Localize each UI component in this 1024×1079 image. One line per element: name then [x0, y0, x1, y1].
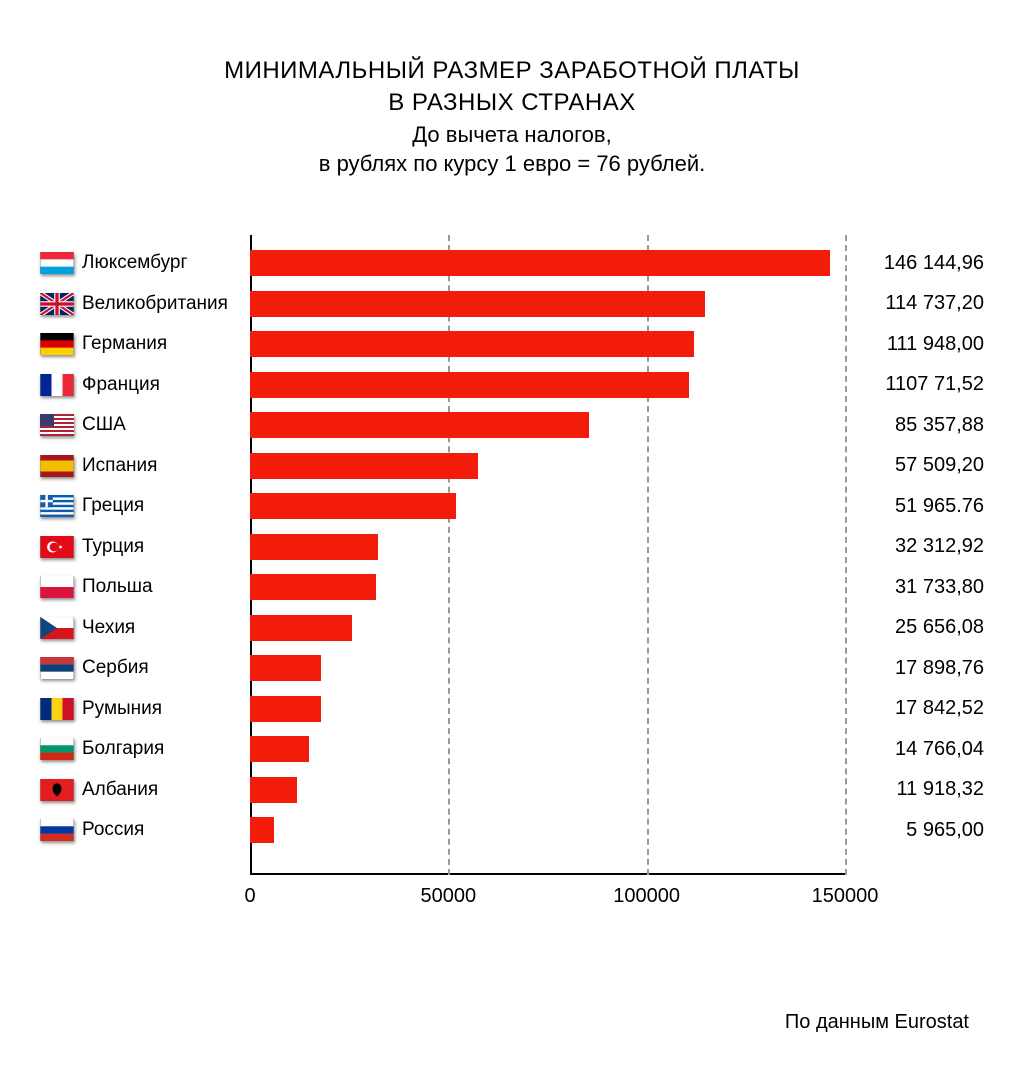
chart-area: 0 50000 100000 150000 Люксембург 146 144,96 В…: [40, 235, 984, 935]
subtitle-line-2: в рублях по курсу 1 евро = 76 рублей.: [0, 149, 1024, 179]
flag-icon: [40, 414, 74, 436]
flag-icon: [40, 455, 74, 477]
x-axis: [250, 873, 845, 875]
flag-icon: [40, 738, 74, 760]
bar: [250, 777, 297, 803]
x-tick-label: 0: [244, 885, 255, 908]
flag-icon: [40, 293, 74, 315]
country-row: Румыния 17 842,52: [40, 689, 984, 730]
country-label: Чехия: [82, 617, 242, 639]
flag-icon: [40, 819, 74, 841]
country-label: Испания: [82, 455, 242, 477]
flag-icon: [40, 252, 74, 274]
x-tick-label: 100000: [613, 885, 680, 908]
bar: [250, 453, 478, 479]
bar: [250, 372, 689, 398]
country-label: Германия: [82, 333, 242, 355]
country-row: Греция 51 965.76: [40, 486, 984, 527]
flag-icon: [40, 779, 74, 801]
bar: [250, 615, 352, 641]
country-label: Россия: [82, 819, 242, 841]
title-line-1: МИНИМАЛЬНЫЙ РАЗМЕР ЗАРАБОТНОЙ ПЛАТЫ: [0, 55, 1024, 87]
x-tick-label: 150000: [812, 885, 879, 908]
value-label: 32 312,92: [854, 535, 984, 558]
flag-icon: [40, 698, 74, 720]
flag-icon: [40, 333, 74, 355]
country-row: Германия 111 948,00: [40, 324, 984, 365]
value-label: 17 842,52: [854, 697, 984, 720]
chart-page: МИНИМАЛЬНЫЙ РАЗМЕР ЗАРАБОТНОЙ ПЛАТЫ В РА…: [0, 0, 1024, 1079]
value-label: 146 144,96: [854, 252, 984, 275]
value-label: 111 948,00: [854, 333, 984, 356]
country-row: Польша 31 733,80: [40, 567, 984, 608]
value-label: 25 656,08: [854, 616, 984, 639]
country-row: Болгария 14 766,04: [40, 729, 984, 770]
value-label: 31 733,80: [854, 576, 984, 599]
country-row: Великобритания 114 737,20: [40, 284, 984, 325]
country-row: Люксембург 146 144,96: [40, 243, 984, 284]
bar: [250, 574, 376, 600]
value-label: 1107 71,52: [854, 373, 984, 396]
bar: [250, 655, 321, 681]
country-label: Румыния: [82, 698, 242, 720]
subtitle-line-1: До вычета налогов,: [0, 120, 1024, 150]
bar: [250, 736, 309, 762]
country-label: Сербия: [82, 657, 242, 679]
bar: [250, 493, 456, 519]
value-label: 17 898,76: [854, 657, 984, 680]
country-label: Великобритания: [82, 293, 242, 315]
country-row: Испания 57 509,20: [40, 446, 984, 487]
country-label: Турция: [82, 536, 242, 558]
bar: [250, 412, 589, 438]
country-label: Греция: [82, 495, 242, 517]
flag-icon: [40, 657, 74, 679]
country-label: Болгария: [82, 738, 242, 760]
flag-icon: [40, 576, 74, 598]
flag-icon: [40, 617, 74, 639]
bar: [250, 291, 705, 317]
bar: [250, 696, 321, 722]
value-label: 114 737,20: [854, 292, 984, 315]
value-label: 11 918,32: [854, 778, 984, 801]
value-label: 57 509,20: [854, 454, 984, 477]
country-row: США 85 357,88: [40, 405, 984, 446]
country-row: Сербия 17 898,76: [40, 648, 984, 689]
bar-rows: Люксембург 146 144,96 Великобритания 114 73…: [40, 243, 984, 851]
country-label: Албания: [82, 779, 242, 801]
country-row: Турция 32 312,92: [40, 527, 984, 568]
flag-icon: [40, 495, 74, 517]
bar: [250, 250, 830, 276]
country-label: Франция: [82, 374, 242, 396]
flag-icon: [40, 536, 74, 558]
bar: [250, 817, 274, 843]
value-label: 14 766,04: [854, 738, 984, 761]
country-row: Чехия 25 656,08: [40, 608, 984, 649]
value-label: 5 965,00: [854, 819, 984, 842]
value-label: 51 965.76: [854, 495, 984, 518]
bar: [250, 534, 378, 560]
country-row: Албания 11 918,32: [40, 770, 984, 811]
source-label: По данным Eurostat: [785, 1011, 969, 1034]
x-tick-label: 50000: [421, 885, 477, 908]
country-label: Польша: [82, 576, 242, 598]
title-line-2: В РАЗНЫХ СТРАНАХ: [0, 87, 1024, 119]
chart-titles: МИНИМАЛЬНЫЙ РАЗМЕР ЗАРАБОТНОЙ ПЛАТЫ В РА…: [0, 55, 1024, 179]
bar: [250, 331, 694, 357]
country-label: США: [82, 414, 242, 436]
value-label: 85 357,88: [854, 414, 984, 437]
country-label: Люксембург: [82, 252, 242, 274]
country-row: Франция 1107 71,52: [40, 365, 984, 406]
country-row: Россия 5 965,00: [40, 810, 984, 851]
flag-icon: [40, 374, 74, 396]
